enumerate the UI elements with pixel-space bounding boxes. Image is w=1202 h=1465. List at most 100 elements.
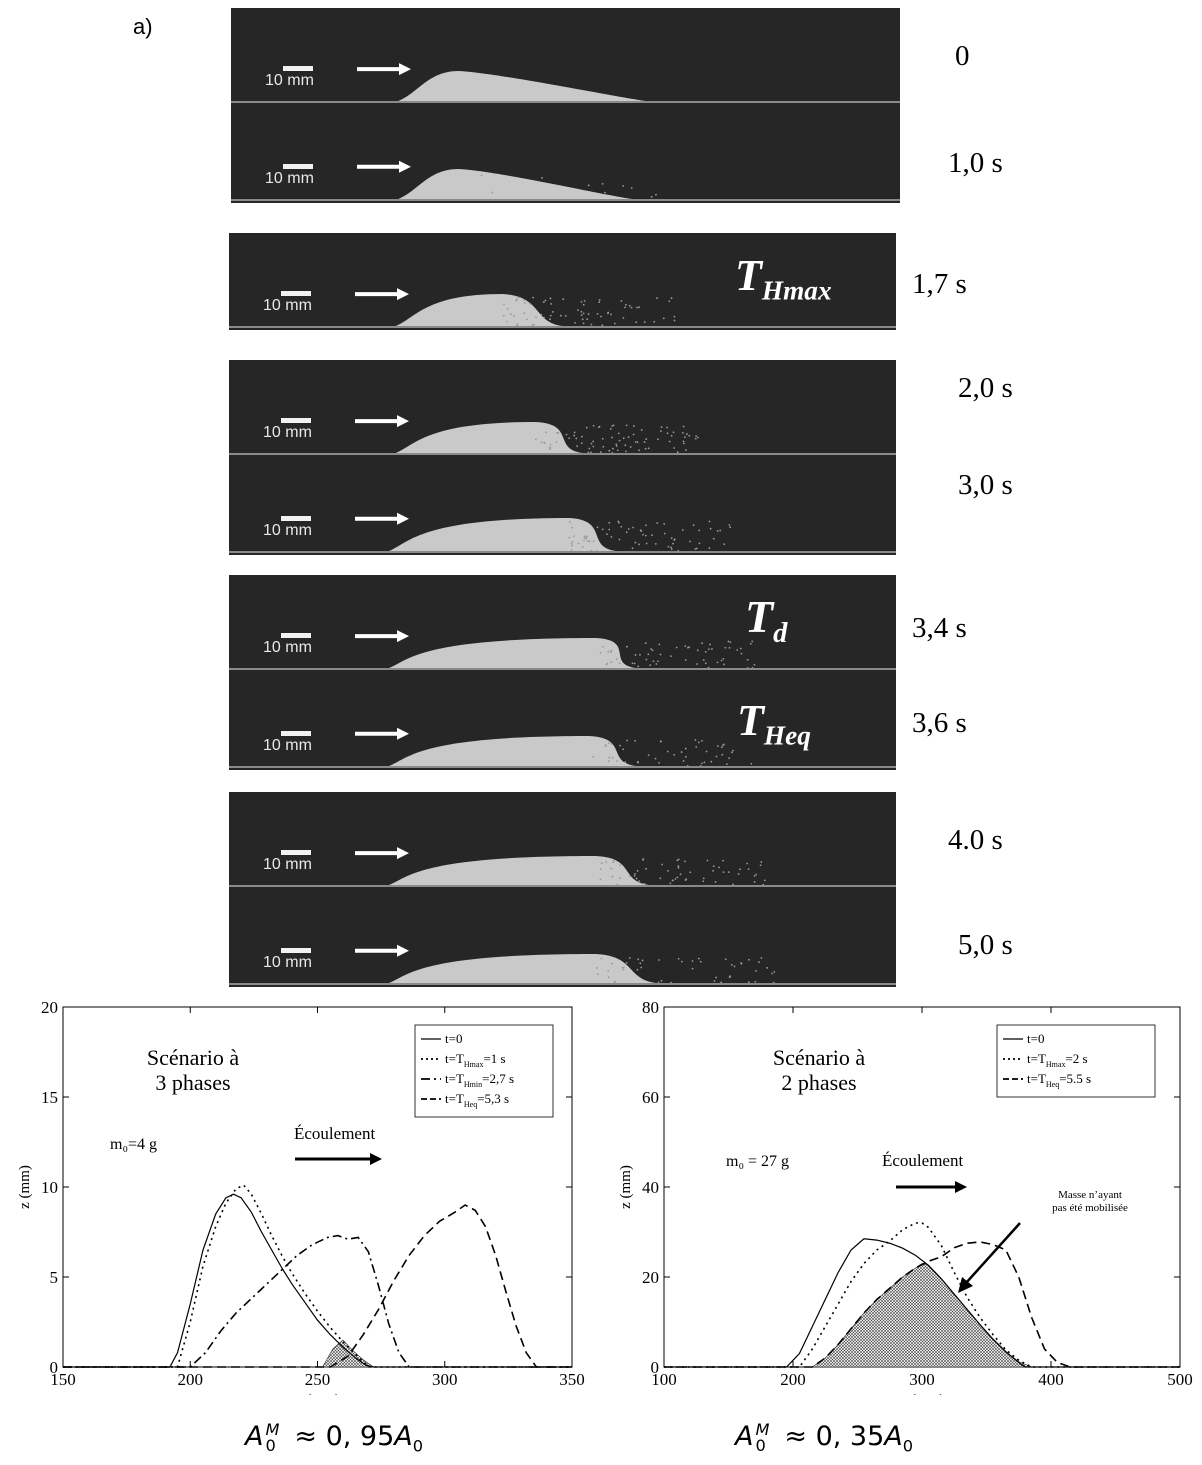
legend-entry: t=0 [1027,1031,1044,1046]
series-dashed [63,1204,572,1368]
x-tick-label: 500 [1167,1370,1193,1389]
formula-right-value: 0, 35 [815,1421,885,1452]
time-marker: THeq [737,696,811,751]
region-arrow [965,1222,1021,1284]
frame-time: 3,0 s [958,469,1013,501]
x-tick-label: 300 [432,1370,458,1389]
photo-frame: 10 mm [229,457,896,555]
scale-label: 10 mm [265,72,314,90]
x-tick-label: 350 [559,1370,585,1389]
y-tick-label: 40 [642,1178,659,1197]
frame-time: 5,0 s [958,929,1013,961]
photo-group: 10 mm Td 10 mm THeq [229,575,896,770]
formula-right: A M0 ≈ 0, 35A0 [735,1420,913,1455]
legend-box [414,1024,554,1118]
scale-bar [281,515,311,521]
formula-right-rel: ≈ [784,1421,807,1452]
legend-entry: t=THmax=1 s [445,1051,506,1069]
y-tick-label: 15 [41,1088,58,1107]
frame-time: 0 [955,40,970,72]
y-tick-label: 5 [50,1268,59,1287]
photo-group: 10 mm 10 mm [229,792,896,987]
chart-two-phases: 100 200 300 400 500 0 20 40 60 80 x (mm) z (mm) Scén… [618,998,1193,1395]
x-tick-label: 200 [178,1370,204,1389]
photo-frame: 10 mm THeq [229,672,896,770]
chart-three-phases: 150 200 250 300 350 0 5 10 15 20 x (mm) z (mm) Scéna… [17,998,585,1395]
scale-label: 10 mm [263,639,312,657]
frame-time: 3,6 s [912,707,967,739]
sediment-pile [229,288,896,328]
photo-frame: 10 mm [229,792,896,889]
y-tick-label: 60 [642,1088,659,1107]
x-tick-label: 100 [651,1370,677,1389]
formula-right-rhs: A [884,1421,903,1452]
photo-frame: 10 mm THmax [229,233,896,330]
scale-bar [281,850,311,856]
mass-annotation: m₀ = 27 g [726,1153,789,1170]
time-marker: Td [745,591,788,649]
scale-bar [283,66,313,72]
sediment-pile [229,415,896,455]
sediment-pile [229,944,896,985]
series-solid [664,1238,1180,1368]
frame-time: 1,7 s [912,268,967,300]
region-annotation: Masse n’ayant [1058,1189,1122,1201]
legend-box [996,1024,1156,1098]
legend-entry: t=THmax=2 s [1027,1051,1088,1069]
scale-label: 10 mm [263,424,312,442]
frame-time: 2,0 s [958,372,1013,404]
y-tick-label: 20 [642,1268,659,1287]
series-dashdot [63,1234,572,1368]
scale-label: 10 mm [263,736,312,754]
x-axis-label: x (mm) [295,1392,340,1395]
y-tick-label: 10 [41,1178,58,1197]
sediment-pile [229,727,896,768]
y-tick-label: 0 [50,1358,59,1377]
series-dashed [664,1241,1180,1368]
scale-bar [283,163,313,169]
frame-time: 4.0 s [948,824,1003,856]
formula-right-lhs: A [735,1421,754,1452]
scale-bar [281,291,311,297]
scale-label: 10 mm [263,953,312,971]
flow-arrow-head [955,1181,967,1193]
scale-bar [281,947,311,953]
x-tick-label: 250 [305,1370,331,1389]
photo-frame: 10 mm [229,889,896,987]
photo-frame: 10 mm Td [229,575,896,672]
hatched-region [322,1339,375,1368]
scale-label: 10 mm [263,521,312,539]
formula-right-sub: 0 [755,1436,766,1456]
flow-arrow-head [370,1153,382,1165]
formula-left-lhs: A [245,1421,264,1452]
series-dotted [63,1184,572,1368]
formula-left: A M0 ≈ 0, 95A0 [245,1420,423,1455]
flow-annotation: Écoulement [294,1124,375,1143]
x-tick-label: 300 [909,1370,935,1389]
sediment-pile [229,630,896,670]
scale-bar [281,633,311,639]
x-tick-label: 400 [1038,1370,1064,1389]
sediment-pile [231,63,900,103]
scale-bar [281,418,311,424]
formula-left-rel: ≈ [294,1421,317,1452]
photo-frame: 10 mm [231,8,900,105]
formula-right-rhs-sub: 0 [902,1436,914,1456]
scale-bar [281,730,311,736]
formula-left-rhs: A [394,1421,413,1452]
frame-time: 3,4 s [912,612,967,644]
y-tick-label: 0 [651,1358,660,1377]
series-solid [63,1193,572,1368]
photo-frame: 10 mm [231,105,900,203]
flow-annotation: Écoulement [882,1151,963,1170]
y-tick-label: 20 [41,998,58,1017]
chart-title: 2 phases [781,1070,856,1095]
photo-frame: 10 mm [229,360,896,457]
legend-entry: t=THeq=5.5 s [1027,1071,1091,1089]
region-annotation: pas été mobilisée [1052,1202,1128,1214]
mass-annotation: m₀=4 g [110,1136,157,1153]
panel-label: a) [133,14,153,39]
x-tick-label: 150 [50,1370,76,1389]
frame-time: 1,0 s [948,147,1003,179]
sediment-pile [229,847,896,887]
